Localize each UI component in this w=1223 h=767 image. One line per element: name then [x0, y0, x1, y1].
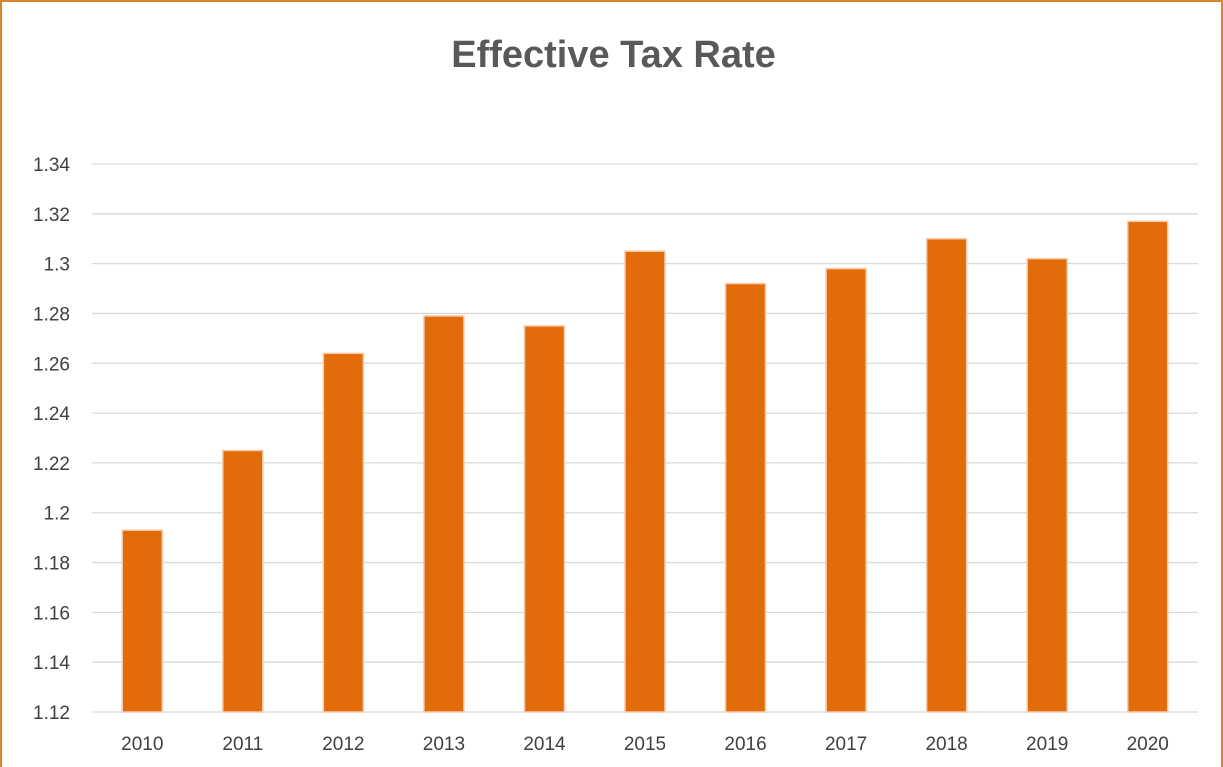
- bar-2013: [423, 315, 465, 713]
- x-axis-tick-labels: 2010 2011 2012 2013 2014 2015 2016 2017 2018 2019…: [121, 734, 1169, 755]
- x-tick-label: 2015: [624, 734, 666, 755]
- bar-2010: [121, 529, 164, 713]
- y-tick-label: 1.16: [33, 603, 70, 624]
- y-tick-label: 1.22: [33, 454, 70, 475]
- bar-2015: [624, 250, 666, 713]
- x-tick-label: 2014: [523, 734, 566, 755]
- y-tick-label: 1.14: [33, 653, 70, 674]
- bar-2018: [925, 237, 968, 713]
- x-tick-label: 2012: [322, 734, 364, 755]
- y-tick-label: 1.18: [33, 554, 70, 575]
- x-tick-label: 2016: [724, 734, 766, 755]
- x-tick-label: 2017: [825, 734, 867, 755]
- bar-2014: [523, 325, 566, 713]
- y-tick-label: 1.24: [33, 404, 70, 425]
- x-tick-label: 2010: [121, 734, 163, 755]
- x-tick-label: 2013: [423, 734, 465, 755]
- y-tick-label: 1.26: [33, 354, 70, 375]
- bars: [121, 220, 1169, 713]
- x-tick-label: 2019: [1026, 734, 1068, 755]
- y-tick-label: 1.28: [33, 304, 70, 325]
- y-tick-label: 1.12: [33, 703, 70, 724]
- bar-2020: [1126, 220, 1169, 713]
- bar-2019: [1026, 257, 1068, 713]
- y-tick-label: 1.2: [44, 504, 70, 525]
- bar-2016: [724, 282, 767, 713]
- x-tick-label: 2018: [925, 734, 967, 755]
- x-tick-label: 2011: [222, 734, 263, 755]
- y-tick-label: 1.34: [33, 155, 70, 176]
- x-tick-label: 2020: [1127, 734, 1169, 755]
- bar-2011: [222, 449, 264, 713]
- y-axis-tick-labels: 1.12 1.14 1.16 1.18 1.2 1.22 1.24 1.26 1.28 1.3 1.…: [33, 155, 70, 724]
- y-tick-label: 1.3: [44, 255, 70, 276]
- y-tick-label: 1.32: [33, 205, 70, 226]
- bar-2012: [322, 352, 365, 713]
- bar-2017: [825, 267, 867, 713]
- chart-title: Effective Tax Rate: [451, 34, 776, 76]
